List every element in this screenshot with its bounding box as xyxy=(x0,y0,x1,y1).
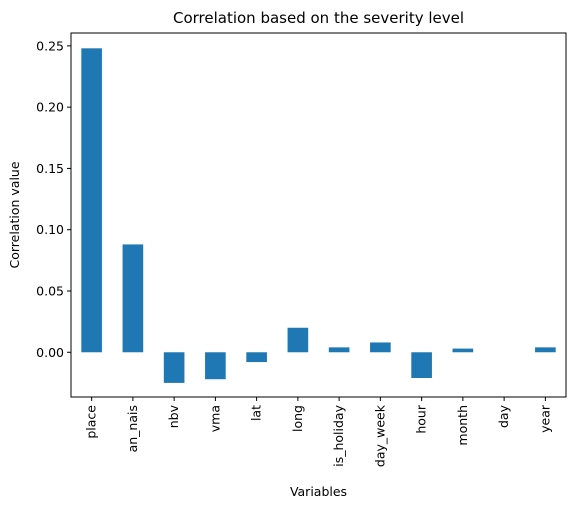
bar-is_holiday xyxy=(328,347,350,353)
bar-year xyxy=(535,347,556,353)
x-tick-label: an_nais xyxy=(125,405,140,452)
y-axis-label: Correlation value xyxy=(7,161,22,268)
y-tick-label: 0.10 xyxy=(36,222,64,237)
bar-an_nais xyxy=(122,244,144,353)
x-axis-label: Variables xyxy=(290,484,347,499)
axes-layer xyxy=(70,32,567,398)
chart-title: Correlation based on the severity level xyxy=(173,9,464,27)
bar-lat xyxy=(246,352,267,363)
bar-month xyxy=(452,348,474,353)
y-tick-label: 0.00 xyxy=(36,345,64,360)
x-tick-label: nbv xyxy=(166,404,181,428)
bar-day_week xyxy=(370,342,391,353)
bar-place xyxy=(81,48,102,353)
x-tick-label: lat xyxy=(249,405,264,421)
bar-vma xyxy=(205,352,226,380)
x-tick-label: day xyxy=(496,404,511,428)
bar-nbv xyxy=(163,352,185,383)
y-tick-label: 0.25 xyxy=(36,38,64,53)
x-tick-label: long xyxy=(290,405,305,432)
x-tick-label: place xyxy=(84,405,99,439)
x-axis: place an_nais nbv vma lat long is_holiday day_w… xyxy=(84,397,552,467)
bars-layer xyxy=(81,48,556,383)
x-tick-label: day_week xyxy=(372,404,387,467)
x-tick-label: year xyxy=(537,404,552,433)
x-tick-label: month xyxy=(455,405,470,446)
bar-hour xyxy=(411,352,432,379)
x-tick-label: is_holiday xyxy=(331,404,346,466)
x-tick-label: vma xyxy=(207,405,222,432)
bar-long xyxy=(287,327,309,353)
x-tick-label: hour xyxy=(414,404,429,433)
y-axis: 0.00 0.05 0.10 0.15 0.20 0.25 xyxy=(36,38,71,360)
y-tick-label: 0.15 xyxy=(36,161,64,176)
plot-frame xyxy=(70,32,567,398)
y-tick-label: 0.20 xyxy=(36,100,64,115)
y-tick-label: 0.05 xyxy=(36,283,64,298)
